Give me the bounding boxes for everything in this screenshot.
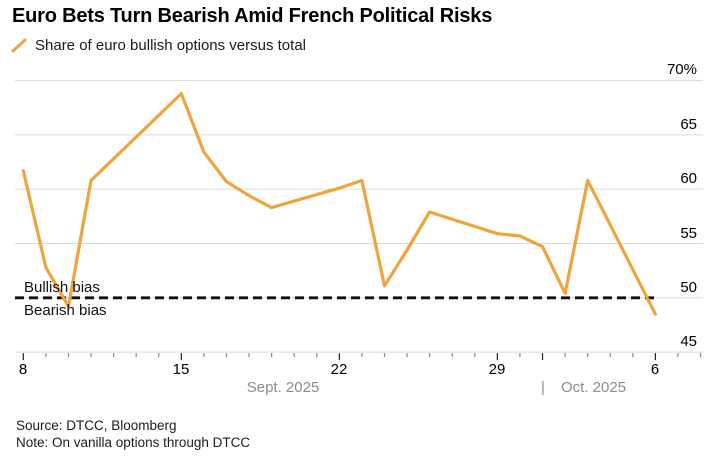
y-tick-label: 45 (680, 333, 697, 350)
legend-label: Share of euro bullish options versus tot… (35, 37, 306, 54)
month-label-sept: Sept. 2025 (246, 379, 320, 396)
x-tick-label: 6 (650, 361, 660, 378)
note-text: Note: On vanilla options through DTCC (16, 435, 251, 450)
month-divider: | (541, 379, 545, 396)
source-text: Source: DTCC, Bloomberg (16, 418, 177, 433)
legend-line-icon (11, 38, 27, 53)
x-tick-label: 15 (172, 361, 190, 378)
bullish-bias-label: Bullish bias (24, 279, 100, 296)
x-tick-label: 22 (330, 361, 348, 378)
y-tick-label: 50 (680, 279, 697, 296)
bullish-share-line (21, 91, 658, 316)
legend: Share of euro bullish options versus tot… (11, 37, 306, 54)
x-tick-label: 29 (488, 361, 506, 378)
bearish-bias-label: Bearish bias (24, 302, 107, 319)
y-tick-label: 70% (666, 61, 697, 78)
y-tick-label: 65 (680, 116, 697, 133)
x-tick-label: 8 (18, 361, 28, 378)
y-tick-label: 55 (680, 225, 697, 242)
y-tick-label: 60 (680, 170, 697, 187)
month-label-oct: Oct. 2025 (561, 379, 627, 396)
page-title: Euro Bets Turn Bearish Amid French Polit… (12, 5, 493, 27)
